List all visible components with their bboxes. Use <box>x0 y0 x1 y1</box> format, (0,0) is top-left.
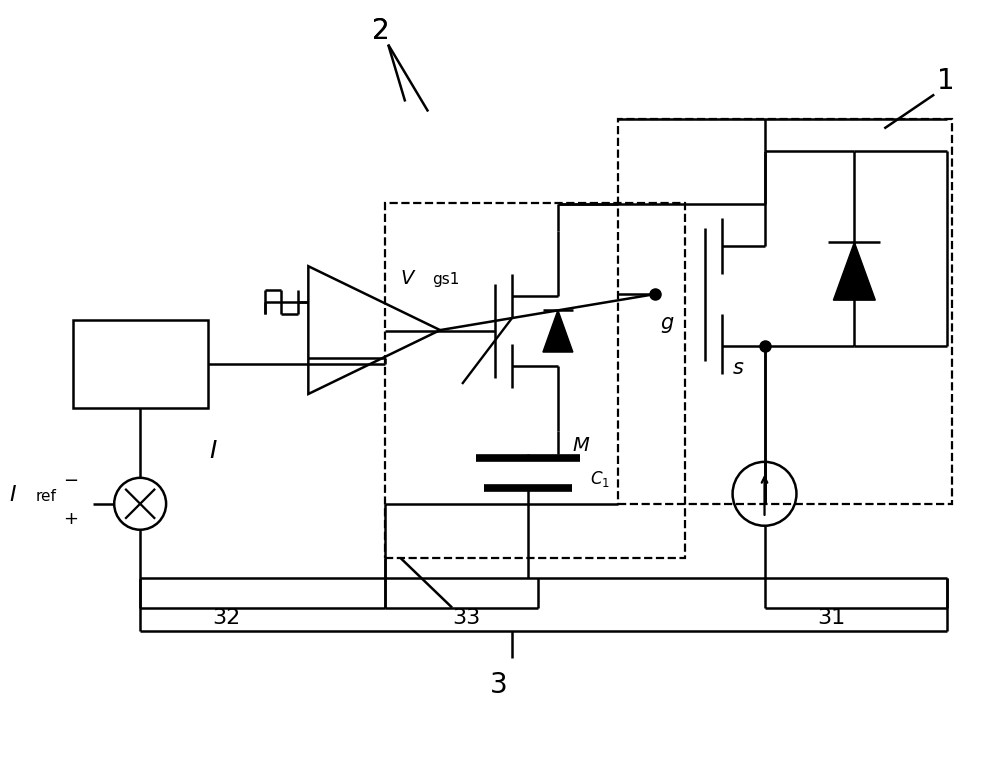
Text: $M$: $M$ <box>572 436 590 455</box>
Text: $I$: $I$ <box>9 485 17 505</box>
Text: $I$: $I$ <box>209 439 217 463</box>
Bar <box>385 203 685 558</box>
Text: g: g <box>661 313 674 333</box>
Text: $-$: $-$ <box>63 470 78 488</box>
Text: ref: ref <box>36 489 57 504</box>
Bar <box>618 119 952 504</box>
Text: $C_1$: $C_1$ <box>590 469 610 489</box>
Text: 33: 33 <box>452 607 480 627</box>
Polygon shape <box>543 310 573 352</box>
Text: $V$: $V$ <box>400 269 417 288</box>
Polygon shape <box>833 242 875 300</box>
Text: $+$: $+$ <box>63 509 78 528</box>
Bar <box>73 320 208 408</box>
Text: 1: 1 <box>937 67 955 94</box>
Text: 3: 3 <box>490 672 508 699</box>
Text: s: s <box>733 358 743 378</box>
Text: gs1: gs1 <box>432 272 459 287</box>
Text: 2: 2 <box>372 17 390 44</box>
Text: 31: 31 <box>817 607 846 627</box>
Text: 2: 2 <box>372 17 390 44</box>
Text: 32: 32 <box>213 607 241 627</box>
